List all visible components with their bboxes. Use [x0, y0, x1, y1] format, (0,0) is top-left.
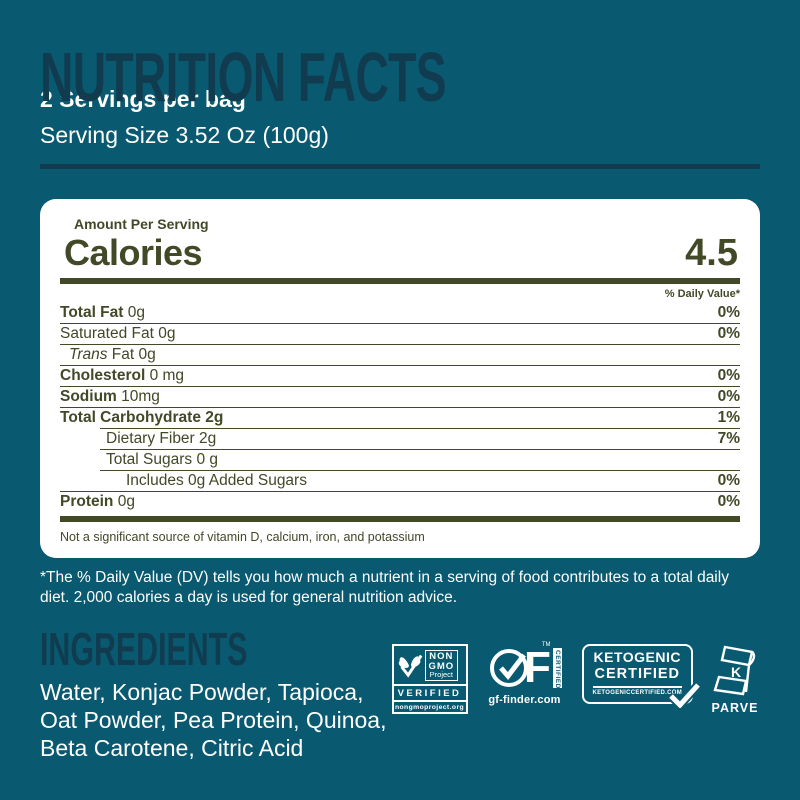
header-divider: [40, 164, 760, 169]
row-divider: [100, 470, 740, 471]
gf-letter: F: [524, 643, 551, 692]
nutrient-row-trans-fat: Trans Fat 0g: [60, 345, 740, 365]
nutrient-row-dietary-fiber: Dietary Fiber 2g 7%: [60, 429, 740, 449]
nutrient-label: Total Sugars 0 g: [106, 451, 219, 468]
svg-text:K: K: [731, 664, 741, 680]
daily-value-header: % Daily Value*: [664, 288, 740, 300]
nutrient-dv: 0%: [717, 472, 740, 489]
gf-circle-check-icon: [487, 642, 531, 695]
daily-value-footnote: *The % Daily Value (DV) tells you how mu…: [40, 569, 729, 606]
nongmo-url: nongmoproject.org: [393, 700, 466, 712]
bottom-section: INGREDIENTS Water, Konjac Powder, Tapioc…: [40, 623, 761, 762]
calories-value: 4.5: [685, 232, 738, 274]
nutrient-row-total-sugars: Total Sugars 0 g: [60, 450, 740, 470]
nutrient-label: Sodium 10mg: [60, 388, 160, 405]
nutrient-row-sodium: Sodium 10mg 0%: [60, 387, 740, 407]
keto-line1: KETOGENIC: [593, 649, 681, 665]
calories-label: Calories: [64, 232, 203, 273]
nutrient-label: Total Carbohydrate 2g: [60, 409, 224, 426]
row-divider: [100, 428, 740, 429]
serving-size: Serving Size 3.52 Oz (100g): [40, 122, 329, 148]
thick-divider: [60, 278, 740, 284]
page-title-wrap: NUTRITION FACTS: [40, 0, 760, 112]
row-divider: [60, 365, 740, 366]
nutrient-label: Trans Fat 0g: [69, 346, 156, 363]
nutrient-label: Total Fat 0g: [60, 304, 145, 321]
nutrient-row-added-sugars: Includes 0g Added Sugars 0%: [60, 471, 740, 491]
nutrient-dv: 1%: [717, 409, 740, 426]
keto-checkmark-icon: [667, 681, 702, 713]
nutrient-row-saturated-fat: Saturated Fat 0g 0%: [60, 324, 740, 344]
page-title: NUTRITION FACTS: [40, 38, 447, 116]
row-divider: [60, 323, 740, 324]
nutrient-dv: 0%: [717, 325, 740, 342]
nutrient-dv: 0%: [717, 367, 740, 384]
nutrient-label: Dietary Fiber 2g: [106, 430, 217, 447]
nutrient-label: Includes 0g Added Sugars: [126, 472, 307, 489]
row-divider: [60, 386, 740, 387]
ketogenic-certified-badge: KETOGENIC CERTIFIED KETOGENICCERTIFIED.C…: [581, 644, 702, 712]
gf-certified-text: CERTIFIED: [552, 648, 562, 689]
servings-per-bag: 2 Servings per bag: [40, 86, 246, 112]
row-divider: [100, 449, 740, 450]
calories-row: Calories 4.5: [60, 232, 740, 274]
parve-k-badge: K PARVE: [710, 644, 760, 715]
not-significant-note: Not a significant source of vitamin D, c…: [60, 530, 425, 544]
gluten-free-certified-badge: F CERTIFIED TM gf-finder.com: [485, 642, 565, 706]
row-divider: [60, 344, 740, 345]
thick-divider: [60, 516, 740, 522]
nongmo-verified-text: VERIFIED: [393, 684, 466, 700]
parve-ribbon-icon: K: [712, 645, 758, 702]
keto-url: KETOGENICCERTIFIED.COM: [592, 689, 682, 696]
parve-label: PARVE: [711, 701, 759, 715]
nongmo-line1: NON: [429, 651, 454, 662]
butterfly-icon: [396, 648, 424, 683]
amount-per-serving-label: Amount Per Serving: [74, 216, 209, 232]
nutrition-facts-panel: Amount Per Serving Calories 4.5 % Daily …: [40, 199, 760, 558]
nutrient-dv: 7%: [717, 430, 740, 447]
nutrient-row-protein: Protein 0g 0%: [60, 492, 740, 512]
nutrient-row-total-fat: Total Fat 0g 0%: [60, 303, 740, 323]
nutrient-dv: 0%: [717, 388, 740, 405]
keto-divider: [592, 686, 682, 688]
nongmo-line3: Project: [429, 670, 454, 679]
nutrient-label: Protein 0g: [60, 493, 135, 510]
ingredients-section: INGREDIENTS Water, Konjac Powder, Tapioc…: [40, 623, 392, 762]
nutrient-label: Cholesterol 0 mg: [60, 367, 185, 384]
ingredients-title: INGREDIENTS: [40, 623, 248, 675]
nutrient-row-total-carbohydrate: Total Carbohydrate 2g 1%: [60, 408, 740, 428]
nutrient-label: Saturated Fat 0g: [60, 325, 176, 342]
certification-badges: NON GMO Project VERIFIED nongmoproject.o…: [391, 642, 761, 715]
nutrient-dv: 0%: [717, 493, 740, 510]
nutrient-row-cholesterol: Cholesterol 0 mg 0%: [60, 366, 740, 386]
gf-url: gf-finder.com: [488, 694, 561, 706]
row-divider: [60, 407, 740, 408]
ingredients-list: Water, Konjac Powder, Tapioca, Oat Powde…: [40, 679, 387, 761]
keto-line2: CERTIFIED: [594, 666, 681, 682]
label-content: NUTRITION FACTS 2 Servings per bag Servi…: [40, 0, 761, 762]
row-divider: [60, 491, 740, 492]
nutrient-dv: 0%: [717, 304, 740, 321]
nongmo-line2: GMO: [428, 660, 455, 672]
gf-trademark: TM: [541, 642, 551, 648]
non-gmo-verified-badge: NON GMO Project VERIFIED nongmoproject.o…: [391, 644, 468, 714]
